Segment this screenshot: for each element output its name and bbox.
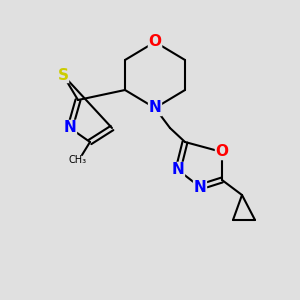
Text: N: N [194, 179, 206, 194]
Text: O: O [148, 34, 161, 50]
Text: S: S [58, 68, 68, 82]
Text: CH₃: CH₃ [69, 155, 87, 165]
Text: N: N [148, 100, 161, 116]
Text: N: N [172, 163, 184, 178]
Text: N: N [64, 121, 76, 136]
Text: O: O [215, 145, 229, 160]
